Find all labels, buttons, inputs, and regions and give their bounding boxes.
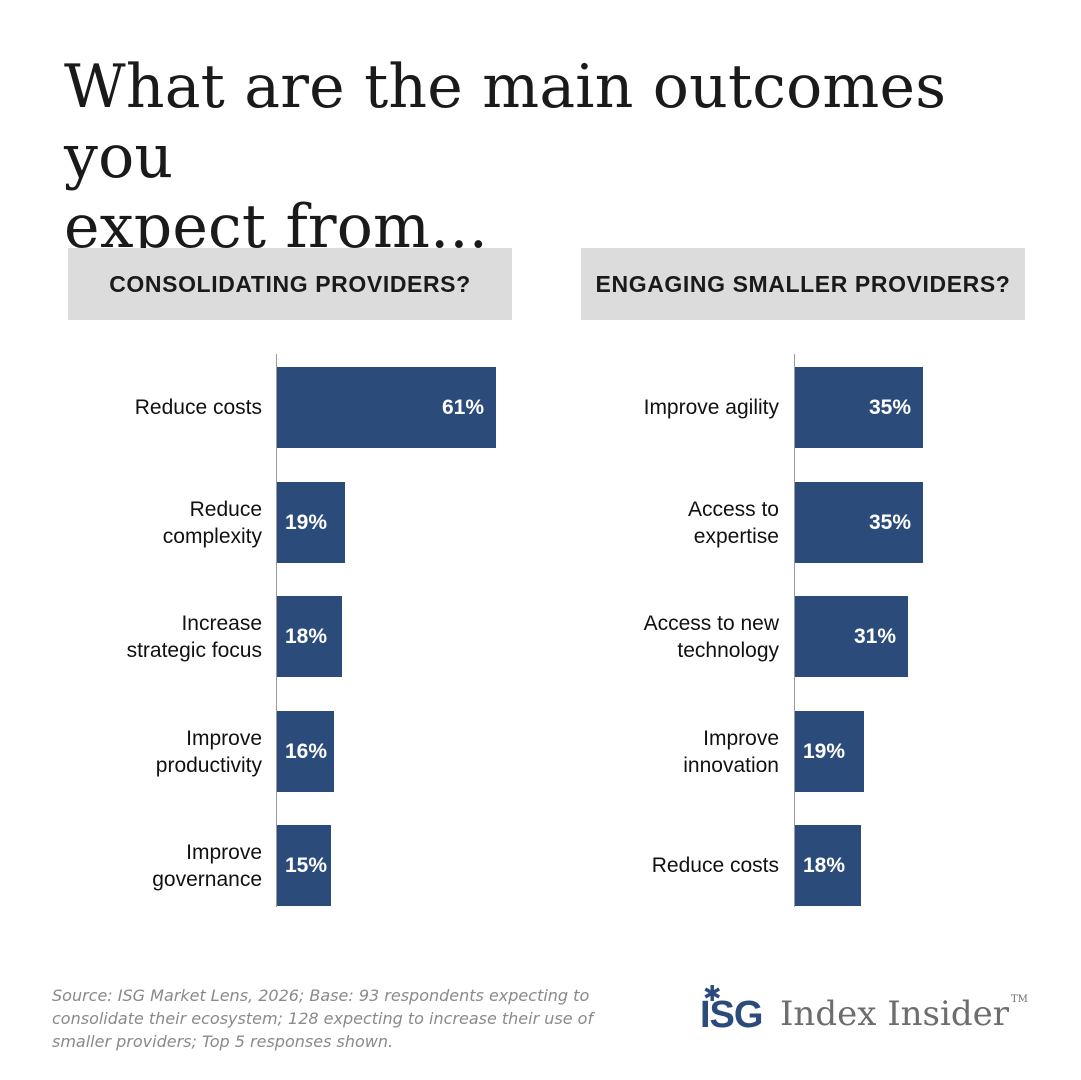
- category-label-line: complexity: [162, 525, 262, 548]
- bar-value-label: 35%: [868, 395, 911, 419]
- chart-axis-line: [794, 354, 795, 907]
- category-label-line: governance: [152, 868, 262, 891]
- bar-value-label: 61%: [441, 395, 484, 419]
- category-label-line: Access to: [687, 498, 779, 521]
- source-note: Source: ISG Market Lens, 2026; Base: 93 …: [52, 984, 662, 1053]
- bar-value-label: 15%: [285, 853, 328, 877]
- category-label-line: innovation: [683, 754, 779, 777]
- category-label-line: expertise: [693, 525, 779, 548]
- category-label-line: productivity: [155, 754, 262, 777]
- bar: [795, 825, 861, 906]
- bar: [277, 711, 334, 792]
- category-label: Improve governance: [152, 839, 262, 893]
- category-label: Improve productivity: [156, 725, 262, 779]
- category-label-line: strategic focus: [126, 639, 262, 662]
- category-label: Reduce complexity: [163, 496, 262, 550]
- category-label-line: Improve agility: [643, 396, 779, 419]
- category-label-line: Access to new: [643, 612, 779, 635]
- chart-header-engaging: ENGAGING SMALLER PROVIDERS?: [581, 248, 1025, 320]
- bar-value-label: 19%: [803, 739, 846, 763]
- category-label-line: Reduce costs: [651, 854, 779, 877]
- category-label: Reduce costs: [135, 394, 262, 421]
- bar: [795, 367, 923, 448]
- category-label-line: Improve: [186, 841, 262, 864]
- logo-trademark: TM: [1011, 994, 1028, 1005]
- bar: [795, 482, 923, 563]
- category-label: Improve agility: [644, 394, 779, 421]
- category-label: Increase strategic focus: [127, 610, 262, 664]
- source-line-1: Source: ISG Market Lens, 2026; Base: 93 …: [52, 986, 590, 1005]
- category-label-line: technology: [677, 639, 779, 662]
- bar: [277, 596, 342, 677]
- bar: [795, 711, 864, 792]
- bar-value-label: 18%: [803, 853, 846, 877]
- category-label: Reduce costs: [652, 852, 779, 879]
- category-label-line: Reduce: [189, 498, 262, 521]
- chart-axis-line: [276, 354, 277, 907]
- bar: [277, 482, 345, 563]
- bar: [277, 825, 331, 906]
- logo-text-label: Index Insider: [780, 994, 1009, 1034]
- category-label-line: Improve: [186, 727, 262, 750]
- logo-mark: ISG: [700, 994, 763, 1036]
- category-label: Access to new technology: [644, 610, 779, 664]
- page-title: What are the main outcomes you expect fr…: [64, 52, 1024, 262]
- bar-value-label: 18%: [285, 624, 328, 648]
- logo-text: Index Insider TM: [780, 994, 1028, 1034]
- category-label: Improve innovation: [683, 725, 779, 779]
- category-label-line: Improve: [703, 727, 779, 750]
- bar-value-label: 31%: [853, 624, 896, 648]
- bar-value-label: 16%: [285, 739, 328, 763]
- source-line-2: consolidate their ecosystem; 128 expecti…: [52, 1009, 594, 1028]
- category-label-line: Increase: [181, 612, 262, 635]
- title-line-1: What are the main outcomes you: [64, 52, 947, 192]
- bar: [795, 596, 908, 677]
- category-label-line: Reduce costs: [134, 396, 262, 419]
- bar-value-label: 35%: [868, 510, 911, 534]
- source-line-3: smaller providers; Top 5 responses shown…: [52, 1032, 394, 1051]
- bar: [277, 367, 496, 448]
- chart-header-consolidating: CONSOLIDATING PROVIDERS?: [68, 248, 512, 320]
- category-label: Access to expertise: [688, 496, 779, 550]
- logo-star-icon: ✱: [703, 982, 722, 1007]
- bar-value-label: 19%: [285, 510, 328, 534]
